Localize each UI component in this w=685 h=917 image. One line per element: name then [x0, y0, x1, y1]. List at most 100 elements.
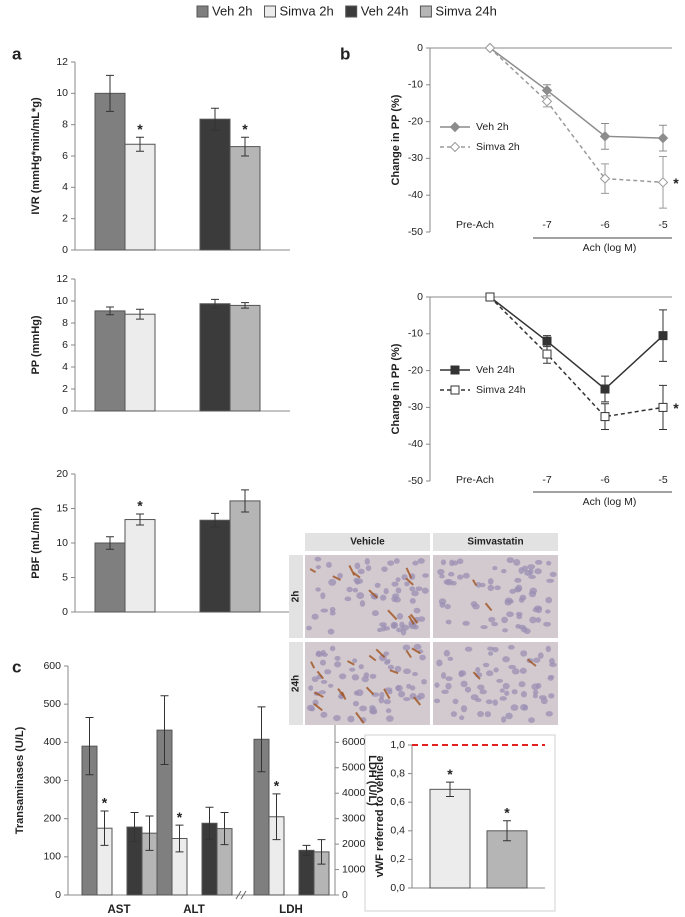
micrograph — [433, 642, 558, 725]
error-bar — [503, 820, 511, 842]
nucleus — [396, 613, 404, 620]
x-tick-label: -6 — [600, 474, 609, 486]
nucleus — [315, 587, 321, 592]
bar — [124, 313, 156, 412]
nucleus — [411, 590, 419, 597]
nucleus — [412, 560, 419, 566]
error-bar — [106, 536, 114, 550]
marker — [657, 132, 669, 144]
y-tick-label: 0 — [55, 889, 61, 901]
nucleus — [543, 621, 552, 627]
nucleus — [356, 592, 365, 599]
nucleus — [508, 644, 515, 650]
nucleus — [518, 681, 526, 688]
stain — [389, 669, 399, 675]
nucleus — [464, 646, 473, 652]
stain — [484, 602, 493, 612]
nucleus — [487, 584, 495, 592]
y-tick-label: -20 — [408, 115, 423, 127]
nucleus — [359, 600, 366, 607]
marker — [599, 173, 611, 184]
nucleus — [450, 711, 458, 717]
error-bar — [241, 489, 249, 513]
nucleus — [333, 714, 341, 722]
stain — [316, 670, 325, 680]
series-line — [489, 296, 664, 418]
nucleus — [494, 585, 501, 591]
nucleus — [545, 609, 551, 614]
nucleus — [421, 587, 429, 594]
nucleus — [358, 664, 364, 670]
nucleus — [364, 558, 370, 565]
row-header-box — [289, 642, 303, 725]
y-tick-label: 15 — [56, 502, 68, 514]
nucleus — [316, 650, 322, 657]
marker — [541, 96, 553, 107]
legend-label: Veh 2h — [212, 3, 253, 18]
nucleus — [548, 693, 555, 699]
y-tick-label: 10 — [56, 537, 68, 549]
series-line — [489, 296, 664, 390]
nucleus — [381, 566, 388, 572]
y-tick-label: 1,0 — [390, 739, 405, 751]
legend-label: Simva 2h — [476, 141, 520, 153]
nucleus — [400, 628, 407, 636]
nucleus — [349, 667, 356, 672]
significance-mark: * — [102, 795, 108, 811]
nucleus — [393, 596, 401, 603]
y-axis-label: vWF referred to vehicle — [374, 756, 386, 878]
nucleus — [311, 613, 319, 620]
nucleus — [374, 582, 381, 588]
nucleus — [434, 682, 440, 688]
y-tick-label: 10 — [56, 87, 68, 99]
nucleus — [334, 655, 341, 661]
nucleus — [392, 593, 400, 599]
nucleus — [351, 674, 360, 681]
marker — [541, 85, 553, 96]
nucleus — [510, 704, 519, 711]
nucleus — [545, 710, 553, 717]
nucleus — [456, 558, 464, 565]
legend-label: Simva 2h — [280, 3, 334, 18]
nucleus — [439, 574, 445, 579]
micrograph — [305, 555, 430, 638]
y-tick-label: -10 — [408, 79, 423, 91]
nucleus — [413, 643, 422, 650]
nucleus — [324, 669, 332, 675]
y-tick-label: 2 — [62, 383, 68, 395]
nucleus — [318, 690, 327, 695]
y-axis-label: Change in PP (%) — [390, 343, 402, 434]
stain — [375, 648, 386, 659]
nucleus — [545, 596, 553, 604]
bar — [94, 310, 126, 412]
marker — [542, 336, 552, 346]
nucleus — [363, 672, 370, 678]
y-tick-label: 0,6 — [390, 796, 405, 808]
error-bar — [85, 717, 94, 776]
nucleus — [444, 603, 451, 610]
nucleus — [352, 700, 360, 707]
nucleus — [321, 652, 328, 657]
nucleus — [354, 562, 361, 570]
nucleus — [501, 616, 509, 624]
stain — [347, 660, 355, 666]
y-tick-label: -10 — [408, 328, 423, 340]
significance-mark: * — [673, 400, 679, 416]
nucleus — [445, 682, 452, 690]
marker — [658, 331, 668, 341]
nucleus — [528, 574, 536, 580]
nucleus — [319, 659, 327, 666]
nucleus — [357, 568, 365, 575]
x-tick-label: -7 — [542, 219, 551, 231]
legend-marker — [450, 365, 460, 375]
nucleus — [528, 717, 535, 724]
nucleus — [477, 710, 484, 718]
row-header: 24h — [291, 675, 302, 692]
nucleus — [443, 579, 451, 585]
nucleus — [547, 676, 554, 681]
column-header: Simvastatin — [467, 537, 523, 548]
nucleus — [535, 682, 542, 689]
nucleus — [338, 673, 347, 680]
nucleus — [384, 687, 393, 692]
nucleus — [472, 603, 480, 610]
